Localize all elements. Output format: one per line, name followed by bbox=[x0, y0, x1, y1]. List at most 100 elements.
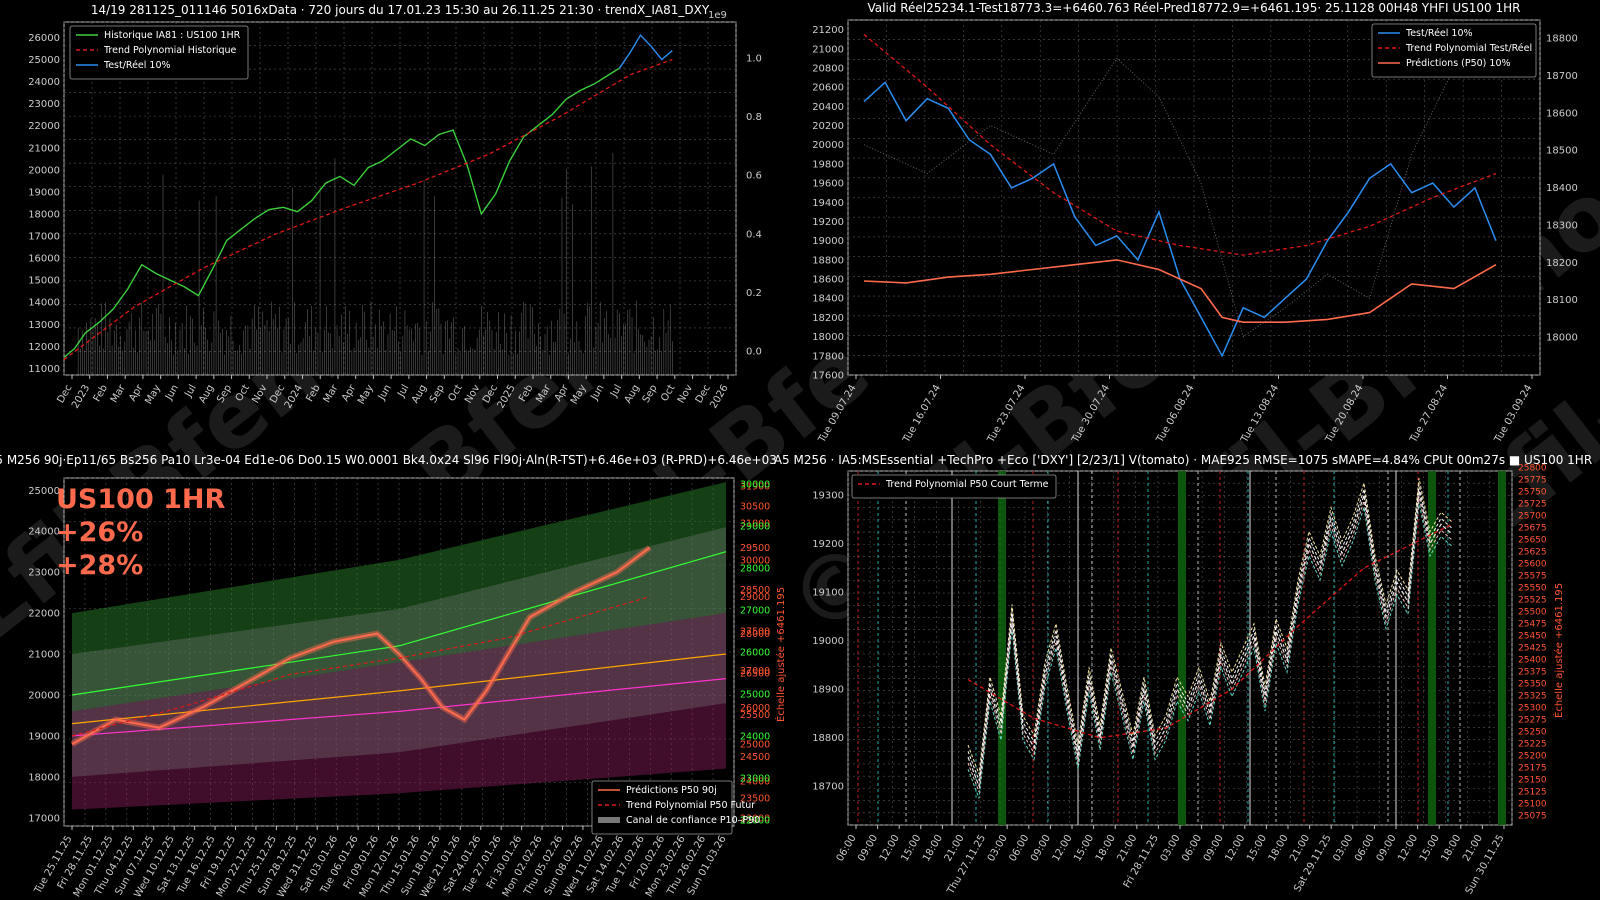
chart1-title: 14/19 281125_011146 5016xData · 720 jour… bbox=[91, 3, 710, 17]
chart4-series-variant-3 bbox=[967, 496, 1453, 793]
chart4-xtick: 18:00 bbox=[1439, 833, 1463, 863]
chart1-xtick: Sep bbox=[641, 383, 660, 405]
chart4-y2tick: 25550 bbox=[1518, 584, 1547, 594]
chart3-y2tick-red: 25000 bbox=[740, 740, 770, 751]
chart1-ytick: 24000 bbox=[28, 77, 60, 88]
chart3-big-label-symbol: US100 1HR bbox=[56, 484, 226, 515]
chart2-ytick: 20000 bbox=[812, 140, 844, 151]
chart2-y2tick: 18300 bbox=[1546, 220, 1578, 231]
chart4-xtick: 18:00 bbox=[1094, 833, 1118, 863]
chart4-y2tick: 25775 bbox=[1518, 476, 1547, 486]
chart1-ytick: 21000 bbox=[28, 143, 60, 154]
chart3-y2tick-green: 28000 bbox=[740, 564, 770, 575]
chart1-ytick: 12000 bbox=[28, 342, 60, 353]
chart3-ytick: 22000 bbox=[28, 609, 60, 620]
chart2-ytick: 18600 bbox=[812, 275, 844, 286]
chart4-legend-entry: Trend Polynomial P50 Court Terme bbox=[885, 479, 1049, 490]
chart4-xtick: 15:00 bbox=[899, 833, 923, 863]
chart1-ytick: 22000 bbox=[28, 121, 60, 132]
chart2-ytick: 20200 bbox=[812, 121, 844, 132]
chart3-ytick: 19000 bbox=[28, 731, 60, 742]
chart2-y2tick: 18400 bbox=[1546, 183, 1578, 194]
chart3-y2tick-green: 27000 bbox=[740, 606, 770, 617]
chart3-ytick: 20000 bbox=[28, 690, 60, 701]
chart1-legend-box bbox=[69, 25, 249, 80]
chart2-y2tick: 18200 bbox=[1546, 258, 1578, 269]
chart4-y2tick: 25075 bbox=[1518, 812, 1547, 822]
chart4-legend-box bbox=[851, 474, 1057, 499]
chart1-xtick: Mar bbox=[109, 382, 128, 405]
chart3-big-label-pct2: +28% bbox=[56, 550, 143, 581]
chart4-xtick: 15:00 bbox=[1418, 833, 1442, 863]
chart1-ytick: 13000 bbox=[28, 320, 60, 331]
chart4-y2tick: 25500 bbox=[1518, 608, 1547, 618]
chart4-y2tick: 25425 bbox=[1518, 644, 1547, 654]
chart4-xtick: 15:00 bbox=[1072, 833, 1096, 863]
chart3-y2tick-green: 23000 bbox=[740, 774, 770, 785]
chart2-ytick: 20600 bbox=[812, 83, 844, 94]
chart4-xtick: 06:00 bbox=[1007, 833, 1031, 863]
chart3-ytick: 17000 bbox=[28, 813, 60, 824]
chart4-xtick: 18:00 bbox=[1267, 833, 1291, 863]
chart3-y2tick-green: 26000 bbox=[740, 648, 770, 659]
chart1-y2tick: 0.4 bbox=[746, 229, 762, 240]
chart2-ytick: 18200 bbox=[812, 313, 844, 324]
chart3-y2tick-red: 31000 bbox=[740, 518, 770, 529]
chart3-big-label-pct1: +26% bbox=[56, 517, 143, 548]
chart1-y2tick: 0.6 bbox=[746, 171, 762, 182]
chart1-y2-exponent: 1e9 bbox=[708, 10, 727, 21]
chart4-y2tick: 25600 bbox=[1518, 560, 1547, 570]
chart3-ytick: 18000 bbox=[28, 772, 60, 783]
chart3-y2tick-red-mid: 28500 bbox=[740, 585, 770, 596]
chart4-series-variant-0 bbox=[967, 502, 1453, 799]
chart4-xtick: 12:00 bbox=[1223, 833, 1247, 863]
chart1-ytick: 17000 bbox=[28, 232, 60, 243]
chart4-xtick: 09:00 bbox=[1202, 833, 1226, 863]
chart2-ytick: 19600 bbox=[812, 179, 844, 190]
chart4-xtick: 06:00 bbox=[1353, 833, 1377, 863]
chart4-series-p50 bbox=[967, 490, 1453, 787]
chart4-ytick: 19300 bbox=[812, 491, 844, 502]
chart4-ytick: 19100 bbox=[812, 588, 844, 599]
chart2-ytick: 17600 bbox=[812, 371, 844, 382]
chart3-line-magenta bbox=[71, 678, 727, 737]
chart4-y2tick: 25400 bbox=[1518, 656, 1547, 666]
chart1-xtick: 2023 bbox=[70, 383, 92, 411]
chart3-legend-entry: Trend Polynomial P50 Futur bbox=[625, 800, 755, 811]
chart2-y2tick: 18100 bbox=[1546, 295, 1578, 306]
chart3-y2tick-red-mid: 27500 bbox=[740, 627, 770, 638]
chart1-ytick: 18000 bbox=[28, 209, 60, 220]
chart4-y2tick: 25100 bbox=[1518, 800, 1547, 810]
chart3-y2tick-red-mid: 23500 bbox=[740, 794, 770, 805]
chart4-y2tick: 25175 bbox=[1518, 764, 1547, 774]
chart2-trend bbox=[863, 33, 1497, 256]
chart4-y2-label: Échelle ajustée +6461.195 bbox=[1552, 583, 1565, 718]
chart3-band-upper bbox=[72, 482, 726, 712]
chart2-ytick: 18000 bbox=[812, 332, 844, 343]
chart1-xtick: Feb bbox=[92, 383, 110, 404]
chart2-ytick: 18800 bbox=[812, 255, 844, 266]
chart4-xtick: 03:00 bbox=[1159, 833, 1183, 863]
chart1-ytick: 15000 bbox=[28, 276, 60, 287]
chart1-y2tick: 0.0 bbox=[746, 347, 762, 358]
chart4-xtick: 06:00 bbox=[835, 833, 859, 863]
chart3-y2tick-green: 25000 bbox=[740, 690, 770, 701]
chart4-green-band bbox=[1428, 471, 1436, 825]
chart3-y2tick-red-mid: 25500 bbox=[740, 710, 770, 721]
chart4-y2tick: 25725 bbox=[1518, 500, 1547, 510]
chart2-legend-box bbox=[1371, 23, 1537, 78]
chart4-xtick: 06:00 bbox=[1180, 833, 1204, 863]
chart3-ytick: 24000 bbox=[28, 527, 60, 538]
chart2-ytick: 17800 bbox=[812, 351, 844, 362]
chart4-y2tick: 25275 bbox=[1518, 716, 1547, 726]
chart1-xtick: Aug bbox=[410, 383, 429, 405]
chart2-ytick: 20800 bbox=[812, 63, 844, 74]
chart4-ytick: 18800 bbox=[812, 733, 844, 744]
chart2-legend-entry: Prédictions (P50) 10% bbox=[1406, 58, 1511, 69]
chart3-y2tick-red-mid: 24500 bbox=[740, 752, 770, 763]
chart4-ytick: 19000 bbox=[812, 636, 844, 647]
chart1-ytick: 26000 bbox=[28, 33, 60, 44]
chart1-y2tick: 0.2 bbox=[746, 288, 762, 299]
chart4-y2tick: 25650 bbox=[1518, 536, 1547, 546]
chart4-y2tick: 25800 bbox=[1518, 464, 1547, 474]
